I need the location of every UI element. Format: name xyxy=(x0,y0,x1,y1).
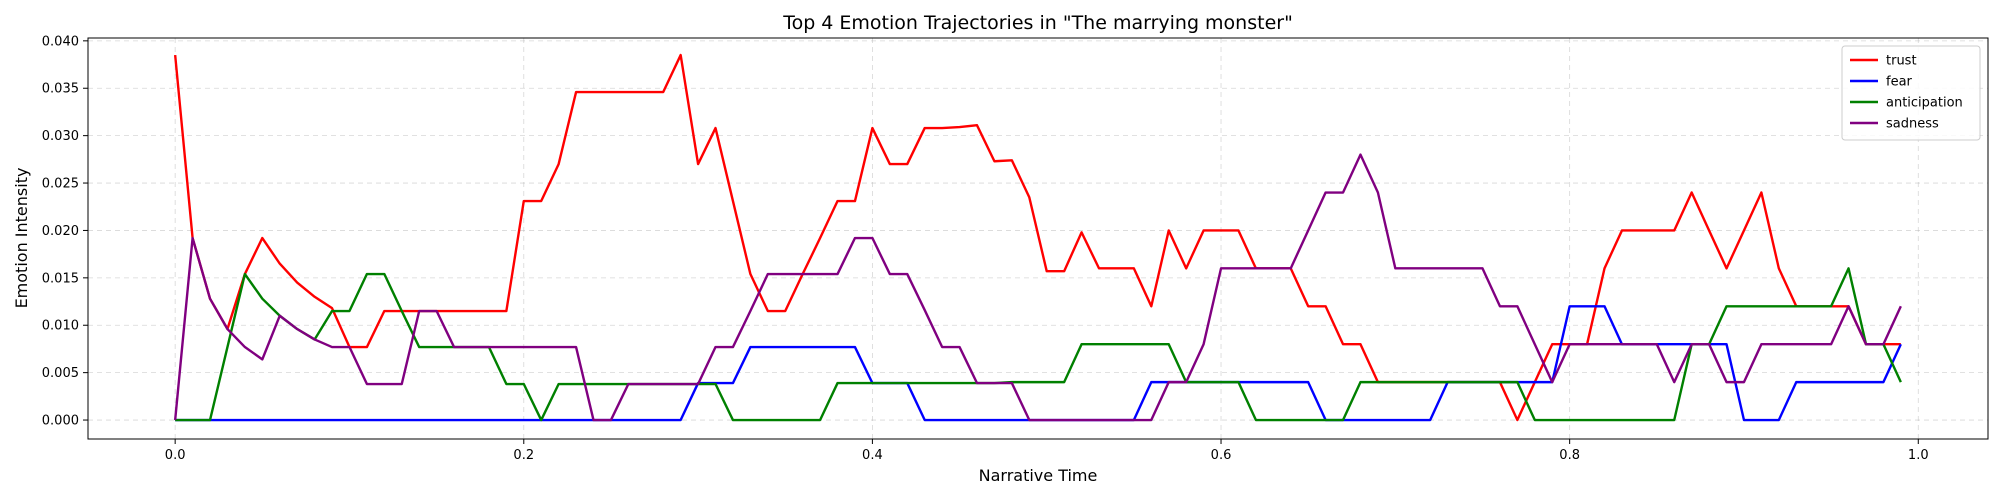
y-tick-label: 0.015 xyxy=(42,271,79,286)
y-axis-label: Emotion Intensity xyxy=(12,168,31,309)
x-axis: 0.0 0.2 0.4 0.6 0.8 1.0 xyxy=(165,439,1929,463)
y-tick-label: 0.040 xyxy=(42,34,79,49)
x-axis-label: Narrative Time xyxy=(979,466,1098,485)
series-line-sadness xyxy=(173,153,1902,422)
x-tick-label: 1.0 xyxy=(1908,448,1929,463)
series-lines xyxy=(173,53,1902,422)
y-tick-label: 0.025 xyxy=(42,177,79,192)
legend-box xyxy=(1841,45,1981,141)
x-tick-label: 0.6 xyxy=(1211,448,1232,463)
y-axis: 0.000 0.005 0.010 0.015 0.020 0.025 0.030 0.035… xyxy=(42,34,88,429)
y-tick-label: 0.030 xyxy=(42,129,79,144)
series-line-trust xyxy=(173,53,1901,422)
x-tick-label: 0.0 xyxy=(165,448,186,463)
legend-label-fear: fear xyxy=(1886,75,1913,90)
plot-frame xyxy=(87,37,1989,440)
x-tick-label: 0.2 xyxy=(513,448,534,463)
y-tick-label: 0.010 xyxy=(42,319,79,334)
chart-title: Top 4 Emotion Trajectories in "The marry… xyxy=(782,12,1293,34)
legend-label-anticipation: anticipation xyxy=(1886,96,1963,111)
x-tick-label: 0.4 xyxy=(862,448,883,463)
y-tick-label: 0.035 xyxy=(42,82,79,97)
legend: trust fear anticipation sadness xyxy=(1841,45,1981,141)
y-tick-label: 0.005 xyxy=(42,366,79,381)
y-tick-label: 0.020 xyxy=(42,224,79,239)
legend-label-sadness: sadness xyxy=(1886,117,1939,132)
x-tick-label: 0.8 xyxy=(1559,448,1580,463)
legend-label-trust: trust xyxy=(1886,54,1917,69)
y-tick-label: 0.000 xyxy=(42,414,79,429)
